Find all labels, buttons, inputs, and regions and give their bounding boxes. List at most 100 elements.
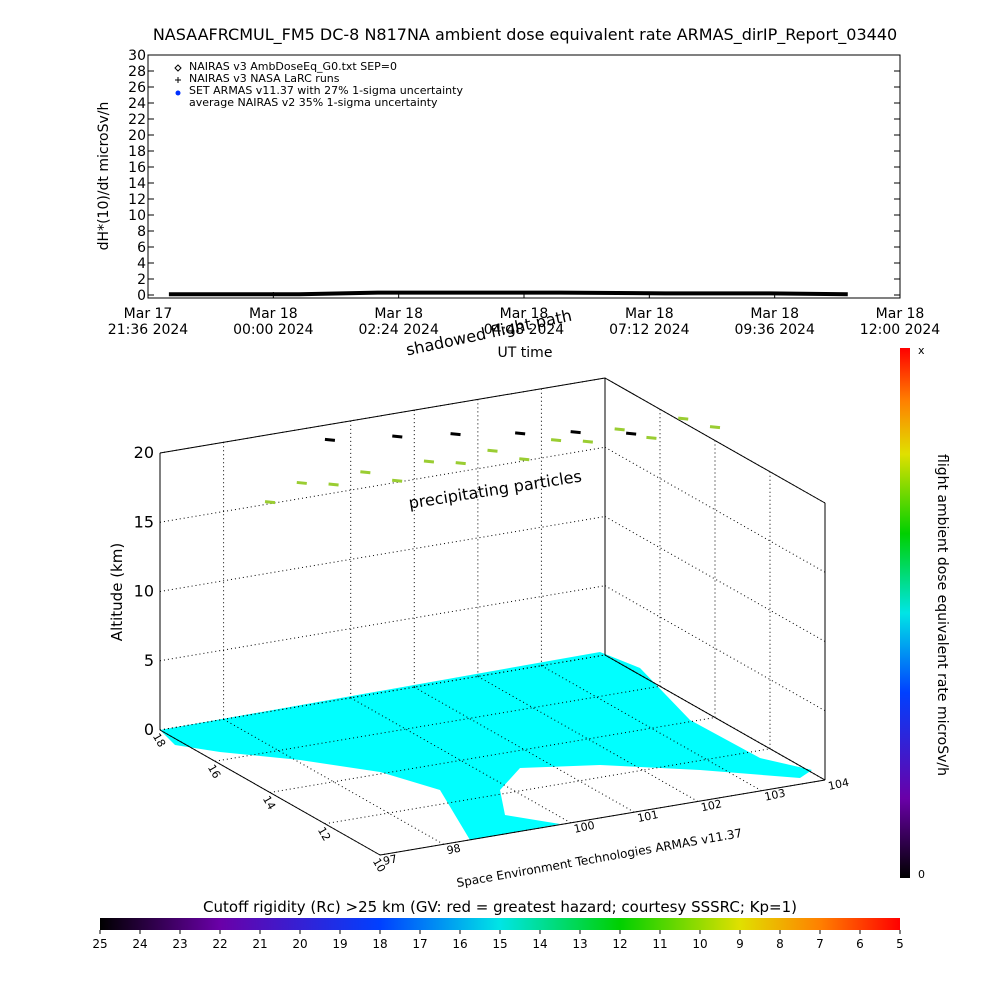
- z-tick-label: 15: [134, 512, 154, 531]
- colorbar-label: flight ambient dose equivalent rate micr…: [934, 454, 950, 776]
- z-axis-label: Altitude (km): [108, 543, 126, 641]
- x-tick-label: 21: [252, 937, 267, 951]
- grid-line: [159, 654, 606, 731]
- x-tick-label: Mar 18 00:00 2024: [233, 306, 314, 338]
- y-tick-label: 12: [315, 825, 333, 844]
- y-tick-label: 28: [128, 64, 146, 80]
- point: [514, 431, 526, 436]
- x-tick-label: 98: [445, 842, 461, 858]
- point: [646, 435, 657, 440]
- grid-line: [269, 717, 716, 793]
- point: [614, 427, 625, 432]
- x-tick-label: 103: [763, 787, 786, 804]
- x-tick-label: 23: [172, 937, 187, 951]
- x-tick-label: 16: [452, 937, 467, 951]
- point: [455, 461, 466, 466]
- x-tick-label: 24: [132, 937, 147, 951]
- x-tick-label: 22: [212, 937, 227, 951]
- axis: [604, 377, 826, 504]
- grid-line: [604, 516, 826, 642]
- y-tick-label: 26: [128, 80, 146, 96]
- point: [570, 430, 581, 435]
- point: [678, 416, 689, 421]
- y-tick-label: 10: [370, 856, 388, 875]
- dose-colorbar: [900, 348, 910, 878]
- legend-entry: NAIRAS v3 AmbDoseEq_G0.txt SEP=0: [189, 60, 397, 73]
- grid-line: [159, 585, 606, 662]
- z-tick-label: 5: [144, 651, 154, 670]
- x-tick-label: Mar 18 02:24 2024: [358, 306, 439, 338]
- axis: [604, 654, 826, 781]
- axis: [159, 377, 606, 454]
- z-tick-label: 0: [144, 720, 154, 739]
- x-tick-label: 100: [573, 819, 596, 836]
- x-tick-label: Mar 17 21:36 2024: [108, 306, 189, 338]
- title: NASAAFRCMUL_FM5 DC-8 N817NA ambient dose…: [153, 25, 897, 45]
- axis: [379, 779, 826, 856]
- y-tick-label: 16: [205, 762, 223, 781]
- y-axis-label: dH*(10)/dt microSv/h: [96, 102, 112, 251]
- y-tick-label: 20: [128, 128, 146, 144]
- annotation: Space Environment Technologies ARMAS v11…: [455, 826, 743, 890]
- x-tick-label: 9: [736, 937, 744, 951]
- x-tick-label: 104: [827, 776, 850, 793]
- y-tick-label: 8: [137, 224, 146, 240]
- colorbar-title: Cutoff rigidity (Rc) >25 km (GV: red = g…: [203, 898, 797, 916]
- legend-entry: SET ARMAS v11.37 with 27% 1-sigma uncert…: [189, 84, 463, 97]
- y-tick-label: 14: [128, 176, 146, 192]
- colorbar-bottom: 0: [918, 868, 925, 881]
- x-tick-label: 13: [572, 937, 587, 951]
- x-tick-label: Mar 18 04:48 2024: [484, 306, 565, 338]
- point: [709, 425, 721, 430]
- point: [582, 439, 594, 444]
- x-tick-label: 20: [292, 937, 307, 951]
- y-tick-label: 2: [137, 272, 146, 288]
- point: [519, 457, 530, 462]
- y-tick-label: 12: [128, 192, 146, 208]
- x-tick-label: 19: [332, 937, 347, 951]
- y-tick-label: 24: [128, 96, 146, 112]
- point: [296, 480, 307, 485]
- x-tick-label: 101: [636, 808, 659, 825]
- x-tick-label: Mar 18 12:00 2024: [860, 306, 941, 338]
- grid-line: [324, 748, 771, 825]
- x-tick-label: 5: [896, 937, 904, 951]
- x-tick-label: 10: [692, 937, 707, 951]
- y-tick-label: 6: [137, 240, 146, 256]
- grid-line: [214, 685, 661, 762]
- point: [328, 482, 339, 487]
- point: [487, 448, 498, 453]
- x-tick-label: 17: [412, 937, 427, 951]
- x-tick-label: 14: [532, 937, 547, 951]
- y-tick-label: 18: [128, 144, 146, 160]
- y-tick-label: 10: [128, 208, 146, 224]
- x-axis-label: UT time: [498, 345, 553, 361]
- legend-entry: NAIRAS v3 NASA LaRC runs: [189, 72, 340, 85]
- grid-line: [159, 446, 606, 523]
- y-tick-label: 16: [128, 160, 146, 176]
- axis: [159, 729, 381, 856]
- x-tick-label: 11: [652, 937, 667, 951]
- x-tick-label: Mar 18 09:36 2024: [734, 306, 815, 338]
- x-tick-label: 97: [382, 852, 398, 868]
- colorbar-top: x: [918, 344, 925, 357]
- y-tick-label: 18: [150, 731, 168, 750]
- z-tick-label: 20: [134, 443, 154, 462]
- point: [423, 459, 435, 464]
- x-tick-label: 7: [816, 937, 824, 951]
- legend-symbols: [174, 64, 182, 96]
- x-tick-label: Mar 18 07:12 2024: [609, 306, 690, 338]
- ocean: [160, 652, 812, 840]
- legend-entry: average NAIRAS v2 35% 1-sigma uncertaint…: [189, 96, 438, 109]
- data-line: [168, 290, 848, 297]
- x-tick-label: 25: [92, 937, 107, 951]
- y-tick-label: 4: [137, 256, 146, 272]
- x-tick-label: 15: [492, 937, 507, 951]
- y-tick-label: 22: [128, 112, 146, 128]
- z-tick-label: 10: [134, 582, 154, 601]
- x-tick-label: 102: [700, 797, 723, 814]
- point: [360, 470, 371, 475]
- y-tick-label: 0: [137, 288, 146, 304]
- x-tick-label: 8: [776, 937, 784, 951]
